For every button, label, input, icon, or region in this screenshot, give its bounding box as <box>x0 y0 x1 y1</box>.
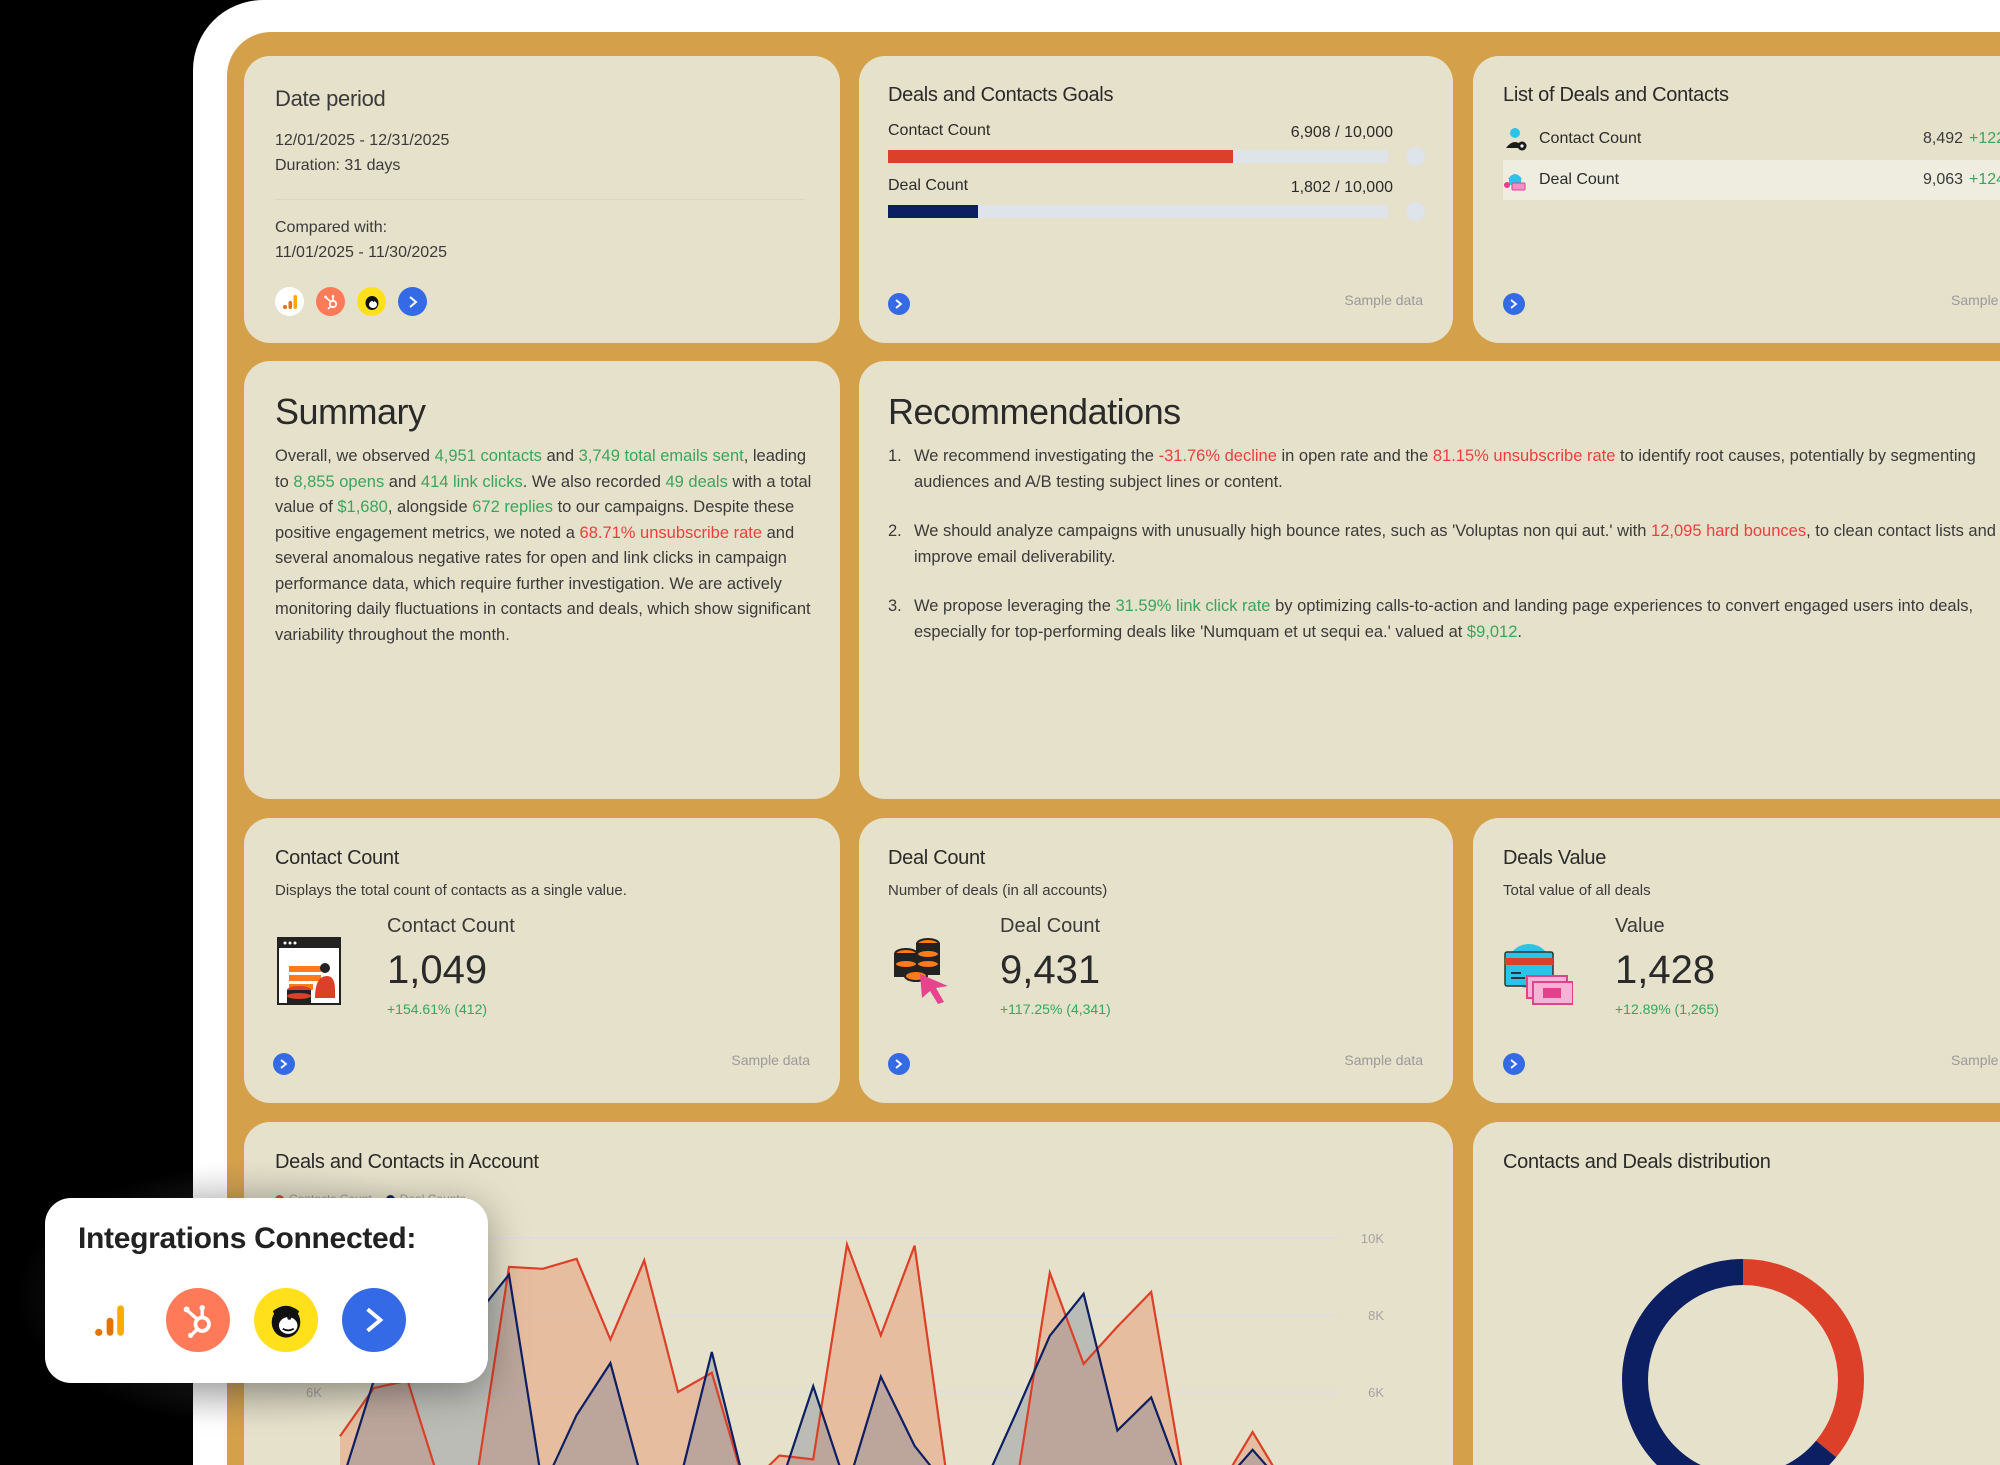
recommendations-title: Recommendations <box>888 391 1181 432</box>
mailchimp-icon <box>254 1288 318 1352</box>
date-range: 12/01/2025 - 12/31/2025 <box>275 132 450 149</box>
credit-card-cash-icon <box>1504 944 1573 1005</box>
goal-label-contacts: Contact Count <box>888 122 991 139</box>
sample-data-label: Sample data <box>731 1052 810 1068</box>
goal-dot-contacts <box>1406 147 1425 166</box>
metric-value: 9,431 <box>1000 948 1101 992</box>
list-row-value: 8,492+122 <box>1923 130 2000 147</box>
popup-title: Integrations Connected: <box>78 1222 417 1255</box>
sample-data-label: Sample <box>1951 292 1999 308</box>
hubspot-icon <box>166 1288 230 1352</box>
recommendation-item: 1. We recommend investigating the -31.76%… <box>888 447 1976 491</box>
goal-progress-deals <box>888 205 1388 218</box>
goal-fill-contacts <box>888 150 1234 163</box>
svg-text:10K: 10K <box>1361 1231 1384 1246</box>
sample-data-label: Sample data <box>1344 1052 1423 1068</box>
date-period-card: Date period 12/01/2025 - 12/31/2025 Dura… <box>244 56 840 343</box>
activecampaign-source-button[interactable] <box>888 1053 910 1075</box>
contact-count-card: Contact Count Displays the total count o… <box>244 818 840 1103</box>
compared-label: Compared with: <box>275 219 388 236</box>
metric-label: Contact Count <box>387 915 515 937</box>
svg-text:4K: 4K <box>306 1462 322 1465</box>
metric-label: Value <box>1615 915 1665 937</box>
activecampaign-icon <box>342 1288 406 1352</box>
goal-progress-contacts <box>888 150 1388 163</box>
coins-cursor-icon <box>894 938 948 1004</box>
goal-value-deals: 1,802 / 10,000 <box>1290 179 1393 196</box>
svg-text:8K: 8K <box>1368 1308 1384 1323</box>
deal-store-icon <box>1504 174 1526 191</box>
contact-user-icon <box>1506 128 1527 151</box>
list-title: List of Deals and Contacts <box>1503 84 1729 106</box>
list-row-label: Deal Count <box>1539 171 1620 188</box>
popup-integration-icons <box>78 1288 406 1352</box>
goals-title: Deals and Contacts Goals <box>888 84 1114 106</box>
sample-data-label: Sample <box>1951 1052 1999 1068</box>
integration-icons <box>275 287 427 316</box>
metric-delta: +12.89% (1,265) <box>1615 1001 1719 1017</box>
list-row-value: 9,063+124 <box>1923 171 2000 188</box>
metric-title: Contact Count <box>275 847 399 869</box>
goal-value-contacts: 6,908 / 10,000 <box>1290 124 1393 141</box>
recommendations-list: 1. We recommend investigating the -31.76%… <box>888 444 2000 669</box>
mailchimp-icon <box>357 287 386 316</box>
sample-data-label: Sample data <box>1344 292 1423 308</box>
deals-value-card: Deals Value Total value of all deals Val… <box>1473 818 2000 1103</box>
goal-label-deals: Deal Count <box>888 177 969 194</box>
google-analytics-icon <box>78 1288 142 1352</box>
summary-title: Summary <box>275 391 426 432</box>
goal-dot-deals <box>1406 202 1425 221</box>
integrations-popup: Integrations Connected: <box>45 1198 488 1383</box>
divider <box>275 199 805 200</box>
deal-count-card: Deal Count Number of deals (in all accou… <box>859 818 1453 1103</box>
metric-description: Number of deals (in all accounts) <box>888 882 1108 899</box>
hubspot-icon <box>316 287 345 316</box>
donut-chart-title: Contacts and Deals distribution <box>1503 1151 1771 1173</box>
date-period-title: Date period <box>275 86 386 111</box>
metric-title: Deal Count <box>888 847 986 869</box>
recommendation-item: 3. We propose leveraging the 31.59% link … <box>888 597 1974 641</box>
activecampaign-icon <box>398 287 427 316</box>
metric-value: 1,428 <box>1615 948 1716 992</box>
metric-label: Deal Count <box>1000 915 1101 937</box>
recommendations-card: Recommendations 1. We recommend investiga… <box>859 361 2000 799</box>
metric-delta: +154.61% (412) <box>387 1001 488 1017</box>
metric-value: 1,049 <box>387 948 488 992</box>
donut-slice <box>1622 1259 1864 1465</box>
donut-chart-card: Contacts and Deals distribution <box>1473 1122 2000 1465</box>
metric-title: Deals Value <box>1503 847 1607 869</box>
summary-text: Overall, we observed 4,951 contacts and … <box>275 447 812 644</box>
summary-card: Summary Overall, we observed 4,951 conta… <box>244 361 840 799</box>
metric-description: Displays the total count of contacts as … <box>275 882 627 899</box>
activecampaign-source-button[interactable] <box>273 1053 295 1075</box>
goals-card: Deals and Contacts Goals Contact Count 6… <box>859 56 1453 343</box>
metric-description: Total value of all deals <box>1503 882 1651 899</box>
activecampaign-source-button[interactable] <box>888 293 910 315</box>
list-card: List of Deals and Contacts Contact Count… <box>1473 56 2000 343</box>
list-row-deals[interactable]: Deal Count 9,063+124 <box>1503 160 2000 200</box>
list-row-label: Contact Count <box>1539 130 1642 147</box>
donut-chart[interactable] <box>1473 1122 2000 1465</box>
duration: Duration: 31 days <box>275 157 401 174</box>
goal-fill-deals <box>888 205 979 218</box>
activecampaign-source-button[interactable] <box>1503 293 1525 315</box>
contact-dashboard-icon <box>277 937 341 1005</box>
svg-text:4K: 4K <box>1368 1462 1384 1465</box>
svg-text:6K: 6K <box>1368 1385 1384 1400</box>
compared-range: 11/01/2025 - 11/30/2025 <box>275 244 447 261</box>
list-row-contacts[interactable]: Contact Count 8,492+122 <box>1503 119 2000 159</box>
google-analytics-icon <box>275 287 304 316</box>
recommendation-item: 2. We should analyze campaigns with unusu… <box>888 522 1996 566</box>
metric-delta: +117.25% (4,341) <box>1000 1001 1111 1017</box>
activecampaign-source-button[interactable] <box>1503 1053 1525 1075</box>
